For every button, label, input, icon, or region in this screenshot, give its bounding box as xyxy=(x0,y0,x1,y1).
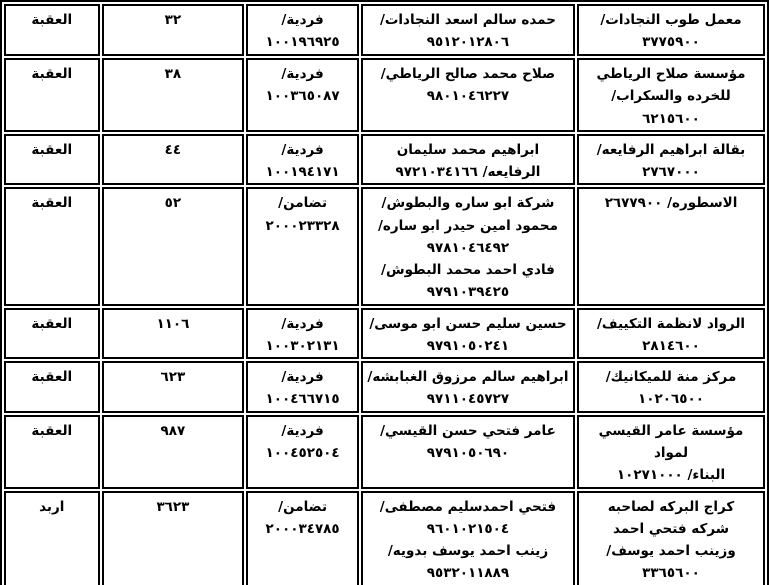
type-cell: فردية/ ١٠٠١٩٦٩٢٥ xyxy=(246,4,359,56)
owner-cell: صلاح محمد صالح الرياطي/ ٩٨٠١٠٤٦٢٢٧ xyxy=(360,58,576,132)
table-row: بقالة ابراهيم الرفايعه/ ٢٧٦٧٠٠٠ ابراهيم … xyxy=(4,133,765,186)
region-cell: العقبة xyxy=(4,4,100,56)
business-cell: كراج البركه لصاحبه شركه فتحي احمد وزينب … xyxy=(577,490,765,585)
region-cell: العقبة xyxy=(4,187,100,306)
serial-cell: ٩٨٧ xyxy=(101,414,245,489)
business-cell: معمل طوب النجادات/ ٣٧٧٥٩٠٠ xyxy=(577,4,765,56)
type-cell: فردية/ ١٠٠١٩٤١٧١ xyxy=(246,133,359,186)
business-cell: مركز منة للميكانيك/ ١٠٢٠٦٥٠٠ xyxy=(577,361,765,413)
business-cell: بقالة ابراهيم الرفايعه/ ٢٧٦٧٠٠٠ xyxy=(577,133,765,186)
table-row: معمل طوب النجادات/ ٣٧٧٥٩٠٠ حمده سالم اسع… xyxy=(4,4,765,56)
business-cell: الاسطوره/ ٢٦٧٧٩٠٠ xyxy=(577,187,765,306)
type-cell: فردية/ ١٠٠٤٥٢٥٠٤ xyxy=(246,414,359,489)
type-cell: تضامن/ ٢٠٠٠٣٤٧٨٥ xyxy=(246,490,359,585)
region-cell: اربد xyxy=(4,490,100,585)
table-row: الاسطوره/ ٢٦٧٧٩٠٠ شركة ابو ساره والبطوش/… xyxy=(4,187,765,306)
serial-cell: ٣٢ xyxy=(101,4,245,56)
owner-cell: شركة ابو ساره والبطوش/ محمود امين حيدر ا… xyxy=(360,187,576,306)
serial-cell: ٥٢ xyxy=(101,187,245,306)
region-cell: العقبة xyxy=(4,361,100,413)
type-cell: فردية/ ١٠٠٣٠٢١٣١ xyxy=(246,307,359,360)
type-cell: تضامن/ ٢٠٠٠٢٣٣٢٨ xyxy=(246,187,359,306)
owner-cell: حسين سليم حسن ابو موسى/ ٩٧٩١٠٥٠٢٤١ xyxy=(360,307,576,360)
region-cell: العقبة xyxy=(4,133,100,186)
table-row: مؤسسة صلاح الرياطي للخرده والسكراب/ ٦٢١٥… xyxy=(4,58,765,132)
region-cell: العقبة xyxy=(4,307,100,360)
table-row: مركز منة للميكانيك/ ١٠٢٠٦٥٠٠ ابراهيم سال… xyxy=(4,361,765,413)
serial-cell: ١١٠٦ xyxy=(101,307,245,360)
owner-cell: عامر فتحي حسن القيسي/ ٩٧٩١٠٥٠٦٩٠ xyxy=(360,414,576,489)
type-cell: فردية/ ١٠٠٣٦٥٠٨٧ xyxy=(246,58,359,132)
owner-cell: ابراهيم سالم مرزوق الغبابشه/ ٩٧١١٠٤٥٧٢٧ xyxy=(360,361,576,413)
serial-cell: ٣٨ xyxy=(101,58,245,132)
serial-cell: ٦٢٣ xyxy=(101,361,245,413)
region-cell: العقبة xyxy=(4,414,100,489)
table-row: مؤسسة عامر القيسي لمواد البناء/ ١٠٢٧١٠٠٠… xyxy=(4,414,765,489)
type-cell: فردية/ ١٠٠٤٦٦٧١٥ xyxy=(246,361,359,413)
serial-cell: ٣٦٢٣ xyxy=(101,490,245,585)
table-row: كراج البركه لصاحبه شركه فتحي احمد وزينب … xyxy=(4,490,765,585)
business-cell: مؤسسة صلاح الرياطي للخرده والسكراب/ ٦٢١٥… xyxy=(577,58,765,132)
business-cell: مؤسسة عامر القيسي لمواد البناء/ ١٠٢٧١٠٠٠ xyxy=(577,414,765,489)
owner-cell: فتحي احمدسليم مصطفى/ ٩٦٠١٠٢١٥٠٤ زينب احم… xyxy=(360,490,576,585)
serial-cell: ٤٤ xyxy=(101,133,245,186)
region-cell: العقبة xyxy=(4,58,100,132)
owner-cell: حمده سالم اسعد النجادات/ ٩٥١٢٠١٢٨٠٦ xyxy=(360,4,576,56)
owner-cell: ابراهيم محمد سليمان الرفايعه/ ٩٧٢١٠٣٤١٦٦ xyxy=(360,133,576,186)
business-cell: الرواد لانظمة التكييف/ ٢٨١٤٦٠٠ xyxy=(577,307,765,360)
table-row: الرواد لانظمة التكييف/ ٢٨١٤٦٠٠ حسين سليم… xyxy=(4,307,765,360)
